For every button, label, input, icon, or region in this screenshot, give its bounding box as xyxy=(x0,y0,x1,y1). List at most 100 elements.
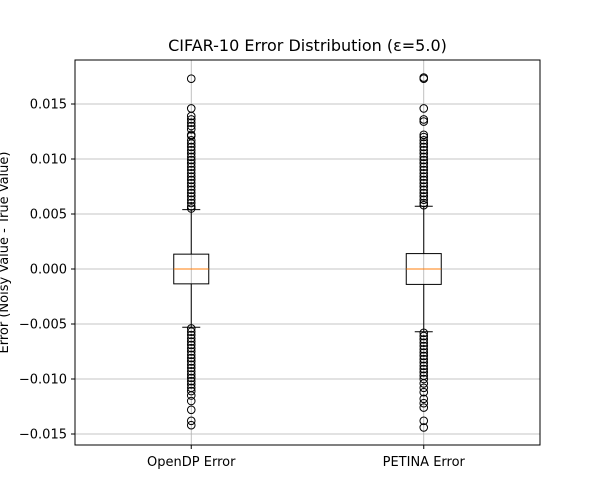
outlier-point xyxy=(419,178,429,188)
outlier-point xyxy=(419,145,429,155)
outlier-point xyxy=(419,361,429,371)
outlier-point xyxy=(419,149,429,158)
outlier-point xyxy=(186,360,196,370)
outlier-point xyxy=(186,405,196,415)
outlier-point xyxy=(186,376,196,386)
outlier-point xyxy=(419,200,429,210)
outlier-point xyxy=(419,185,429,195)
outlier-point xyxy=(419,374,429,384)
outlier-point xyxy=(419,74,429,83)
outlier-point xyxy=(186,74,196,83)
outlier-point xyxy=(186,373,196,383)
outlier-point xyxy=(186,340,196,350)
outlier-point xyxy=(419,142,429,152)
outlier-point xyxy=(419,331,429,341)
outlier-point xyxy=(186,370,196,379)
outlier-point xyxy=(186,195,196,204)
plot-frame xyxy=(74,59,541,446)
outlier-point xyxy=(186,175,196,185)
outlier-point xyxy=(419,152,429,162)
outlier-point xyxy=(186,353,196,363)
outlier-point xyxy=(419,155,429,165)
boxes-layer xyxy=(173,73,442,432)
outlier-point xyxy=(186,363,196,373)
outlier-point xyxy=(186,350,196,360)
outlier-point xyxy=(419,159,429,168)
outlier-point xyxy=(186,357,196,366)
outlier-point xyxy=(419,136,429,145)
outlier-point xyxy=(186,139,196,148)
y-tick-label: 0.005 xyxy=(30,208,67,223)
box-1 xyxy=(173,74,210,430)
x-tick-label: OpenDP Error xyxy=(147,455,236,470)
outlier-point xyxy=(419,195,429,204)
outlier-point xyxy=(419,175,429,185)
outlier-point xyxy=(186,145,196,155)
outlier-point xyxy=(419,354,429,364)
outlier-point xyxy=(186,115,196,124)
outlier-point xyxy=(186,142,196,152)
outlier-point xyxy=(419,104,429,113)
outlier-point xyxy=(419,132,429,142)
x-tick-label: PETINA Error xyxy=(383,455,466,470)
outlier-point xyxy=(186,111,196,121)
outlier-point xyxy=(419,348,429,357)
outlier-point xyxy=(186,391,196,400)
outlier-point xyxy=(186,337,196,346)
outlier-point xyxy=(419,162,429,171)
outlier-point xyxy=(186,188,196,198)
outlier-point xyxy=(419,188,429,198)
outlier-point xyxy=(419,172,429,181)
y-tick-label: 0.010 xyxy=(30,153,67,168)
outlier-point xyxy=(186,416,196,426)
outlier-point xyxy=(186,347,196,356)
outlier-point xyxy=(186,159,196,168)
outlier-point xyxy=(186,162,196,171)
y-tick-label: 0.000 xyxy=(30,263,67,278)
outlier-point xyxy=(419,383,429,393)
outlier-point xyxy=(419,117,429,126)
outlier-point xyxy=(186,165,196,175)
outlier-point xyxy=(186,169,196,178)
outlier-point xyxy=(419,394,429,404)
outlier-point xyxy=(186,396,196,406)
outlier-point xyxy=(419,368,429,377)
outlier-point xyxy=(186,380,196,389)
box-2 xyxy=(405,73,442,432)
outlier-point xyxy=(419,358,429,367)
y-tick-label: −0.010 xyxy=(19,373,67,388)
y-tick-label: 0.015 xyxy=(30,98,67,113)
outlier-point xyxy=(419,139,429,148)
outlier-point xyxy=(186,334,196,343)
outlier-point xyxy=(419,379,429,388)
outlier-point xyxy=(419,423,429,432)
outlier-point xyxy=(186,118,196,127)
outlier-point xyxy=(186,204,196,213)
outlier-point xyxy=(419,335,429,344)
outlier-point xyxy=(186,178,196,188)
outlier-point xyxy=(186,324,196,333)
outlier-point xyxy=(186,202,196,211)
y-tick-label: −0.015 xyxy=(19,428,67,443)
gridlines xyxy=(75,60,540,445)
outlier-point xyxy=(419,130,429,140)
outlier-point xyxy=(419,169,429,178)
ticks-layer: −0.015 −0.010 −0.005 0.000 0.005 0.010 0.015 Op… xyxy=(19,98,466,471)
outlier-point xyxy=(419,192,429,201)
outlier-point xyxy=(186,182,196,191)
outlier-point xyxy=(186,152,196,162)
outlier-point xyxy=(186,185,196,195)
outlier-point xyxy=(186,386,196,396)
outlier-point xyxy=(419,338,429,348)
outlier-point xyxy=(419,182,429,191)
outlier-point xyxy=(186,125,196,134)
y-axis-label: Error (Noisy Value - True Value) xyxy=(0,152,12,354)
outlier-point xyxy=(186,136,196,145)
outlier-point xyxy=(419,387,429,397)
y-tick-label: −0.005 xyxy=(19,318,67,333)
outlier-point xyxy=(186,149,196,158)
outlier-point xyxy=(186,192,196,201)
outlier-point xyxy=(419,198,429,208)
outlier-point xyxy=(186,198,196,208)
